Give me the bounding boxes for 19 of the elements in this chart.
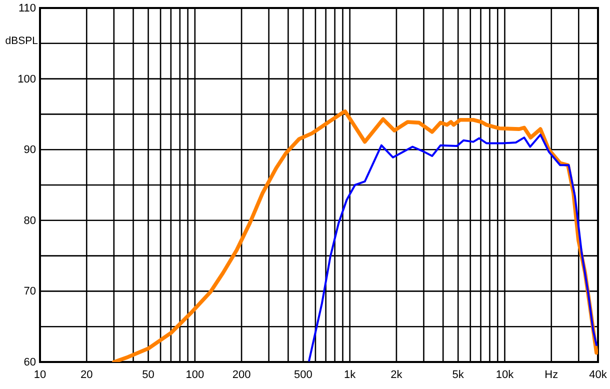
x-tick-label: 200 (232, 368, 251, 381)
x-tick-label: 10 (34, 368, 46, 381)
x-tick-label: 20 (80, 368, 93, 381)
x-tick-label: 5k (452, 368, 464, 381)
y-tick-label: 100 (18, 73, 36, 86)
x-tick-label: 1k (344, 368, 356, 381)
y-axis-title: dBSPL (5, 35, 38, 47)
x-tick-label: 2k (390, 368, 403, 381)
y-tick-label: 70 (24, 286, 36, 298)
x-tick-label: 100 (186, 368, 204, 381)
y-tick-label: 90 (24, 144, 36, 156)
y-tick-label: 60 (24, 356, 36, 369)
x-tick-label: 10k (496, 368, 514, 381)
x-tick-label: 500 (294, 368, 312, 381)
y-tick-label: 110 (18, 2, 36, 15)
y-tick-label: 80 (24, 214, 36, 227)
x-tick-label: 40k (589, 368, 608, 381)
x-tick-label: 50 (142, 368, 154, 381)
x-tick-label: Hz (544, 368, 558, 381)
